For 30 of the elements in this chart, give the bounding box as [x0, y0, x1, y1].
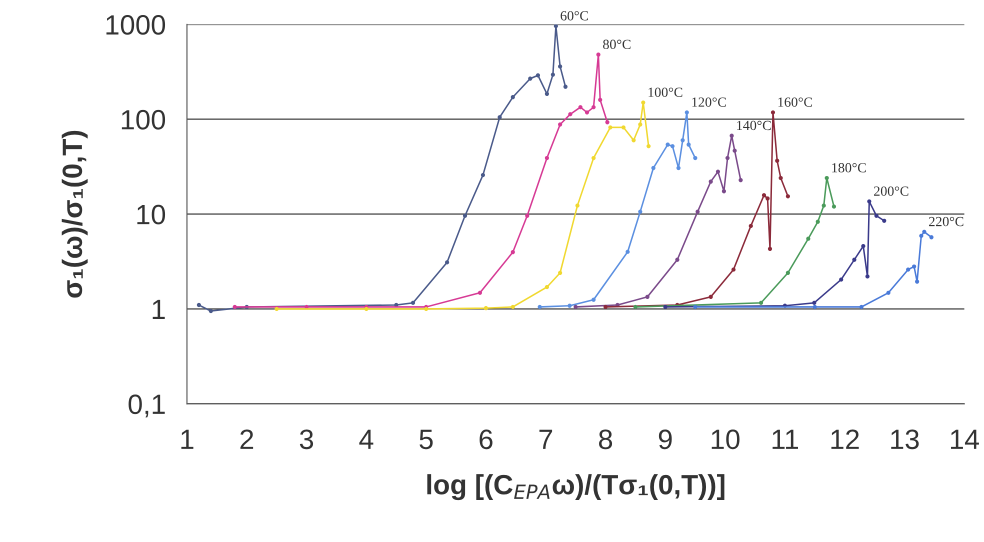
series-label: 120°C: [692, 97, 726, 107]
x-tick-label: 14: [950, 430, 979, 449]
x-tick-label: 4: [359, 430, 374, 449]
x-tick-label: 10: [712, 430, 740, 450]
series-label: 60°C: [560, 11, 588, 20]
y-tick-label: 1: [152, 300, 165, 320]
series-label: 80°C: [603, 40, 630, 50]
x-tick-label: 3: [300, 430, 314, 450]
x-tick-label: 8: [599, 430, 612, 450]
x-tick-label: 5: [420, 430, 433, 450]
y-tick-label: 0,1: [128, 394, 165, 418]
y-tick-label: 1000: [106, 15, 166, 35]
y-tick-label: 100: [122, 110, 166, 130]
x-tick-label: 9: [658, 430, 672, 450]
x-tick-label: 12: [831, 430, 859, 449]
series-label: 160°C: [778, 97, 812, 107]
x-tick-label: 2: [240, 430, 254, 449]
series-label: 220°C: [929, 216, 964, 226]
series-label: 200°C: [874, 186, 908, 196]
series-label: 180°C: [832, 163, 866, 172]
x-tick-label: 7: [539, 430, 552, 449]
y-tick-label: 10: [137, 204, 166, 224]
series-label: 100°C: [648, 88, 682, 97]
x-tick-label: 11: [772, 430, 798, 449]
x-tick-label: 1: [181, 430, 194, 449]
x-tick-label: 6: [480, 430, 492, 450]
x-tick-label: 13: [891, 430, 919, 450]
y-axis-title: σ₁(ω)/σ₁(0,T): [62, 130, 88, 298]
series-label: 140°C: [737, 120, 771, 130]
x-axis-title: log [(C$_{EPA}$ω)/(Tσ₁(0,T))]: [427, 474, 724, 500]
